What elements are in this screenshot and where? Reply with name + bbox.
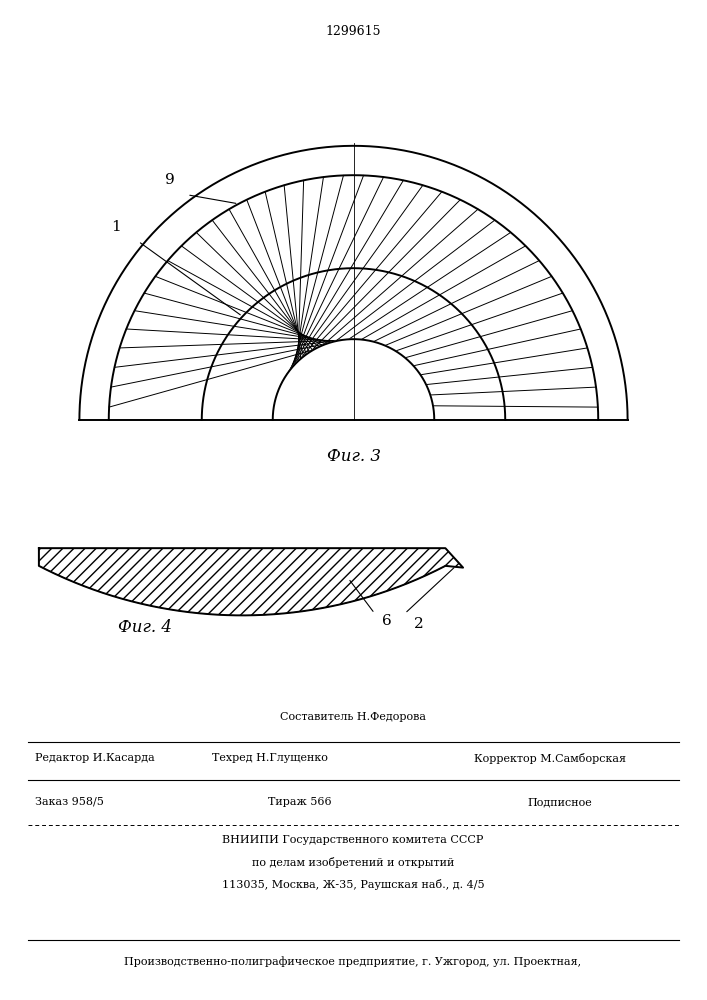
Text: 113035, Москва, Ж-35, Раушская наб., д. 4/5: 113035, Москва, Ж-35, Раушская наб., д. …	[222, 879, 484, 890]
Text: Заказ 958/5: Заказ 958/5	[35, 797, 104, 807]
Text: по делам изобретений и открытий: по делам изобретений и открытий	[252, 856, 454, 867]
Text: 1: 1	[111, 220, 121, 234]
Text: Редактор И.Касарда: Редактор И.Касарда	[35, 753, 155, 763]
Text: 6: 6	[382, 614, 392, 628]
Text: Корректор М.Самборская: Корректор М.Самборская	[474, 752, 626, 764]
Polygon shape	[79, 146, 628, 420]
Text: Составитель Н.Федорова: Составитель Н.Федорова	[280, 712, 426, 722]
Text: Техред Н.Глущенко: Техред Н.Глущенко	[212, 753, 328, 763]
Text: 9: 9	[165, 173, 175, 187]
Polygon shape	[39, 548, 463, 615]
Text: 2: 2	[414, 617, 423, 631]
Text: Производственно-полиграфическое предприятие, г. Ужгород, ул. Проектная,: Производственно-полиграфическое предприя…	[124, 957, 582, 967]
Text: ВНИИПИ Государственного комитета СССР: ВНИИПИ Государственного комитета СССР	[222, 835, 484, 845]
Text: Фиг. 4: Фиг. 4	[118, 619, 172, 636]
Text: Фиг. 3: Фиг. 3	[327, 448, 380, 465]
Text: 1299615: 1299615	[326, 25, 381, 38]
Text: Тираж 566: Тираж 566	[268, 797, 332, 807]
Text: Подписное: Подписное	[527, 797, 592, 807]
Polygon shape	[273, 339, 434, 420]
